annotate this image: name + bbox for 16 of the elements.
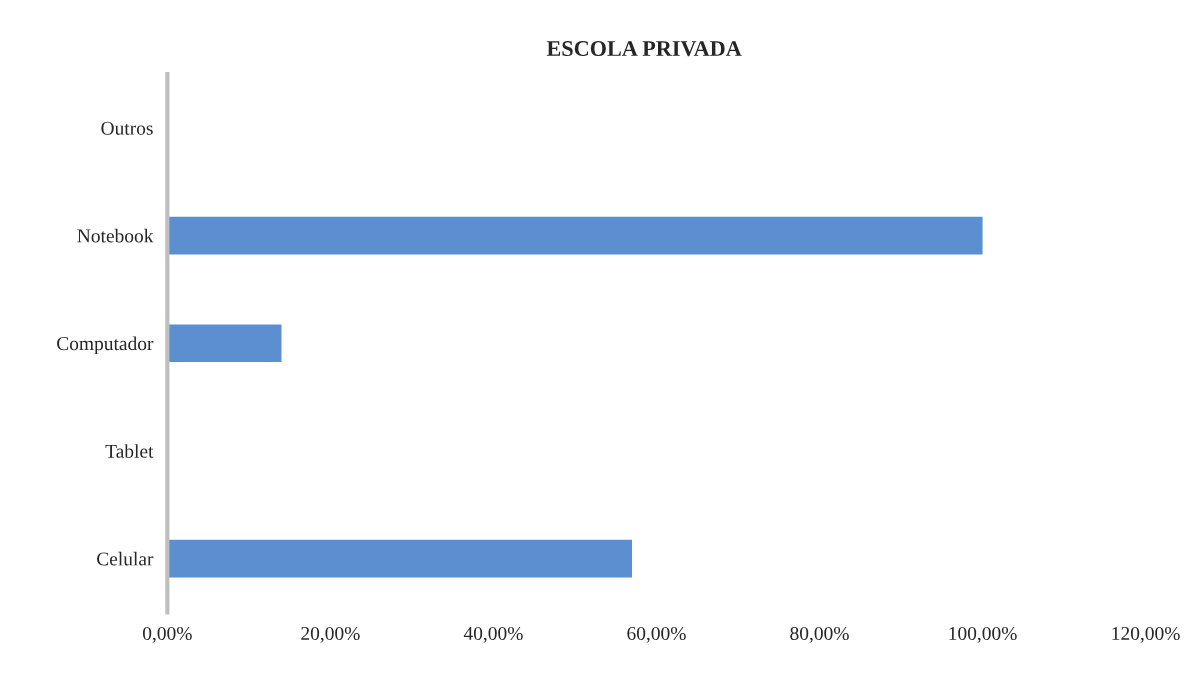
x-tick-label: 20,00% <box>301 626 360 643</box>
x-tick-label: 100,00% <box>949 626 1017 643</box>
x-tick-label: 40,00% <box>463 626 523 643</box>
x-tick-label: 120,00% <box>1112 626 1180 643</box>
bar <box>167 539 633 578</box>
bar <box>167 324 282 363</box>
bar <box>167 216 983 255</box>
chart-title: ESCOLA PRIVADA <box>546 41 742 57</box>
y-tick-label: Notebook <box>77 228 154 243</box>
x-tick-label: 80,00% <box>790 626 849 643</box>
y-tick-label: Computador <box>57 336 154 355</box>
y-tick-label: Celular <box>97 551 154 566</box>
y-tick-label: Outros <box>101 121 153 135</box>
x-tick-label: 60,00% <box>627 626 686 643</box>
x-tick-label: 0,00% <box>142 626 192 643</box>
y-tick-label: Tablet <box>105 444 154 458</box>
